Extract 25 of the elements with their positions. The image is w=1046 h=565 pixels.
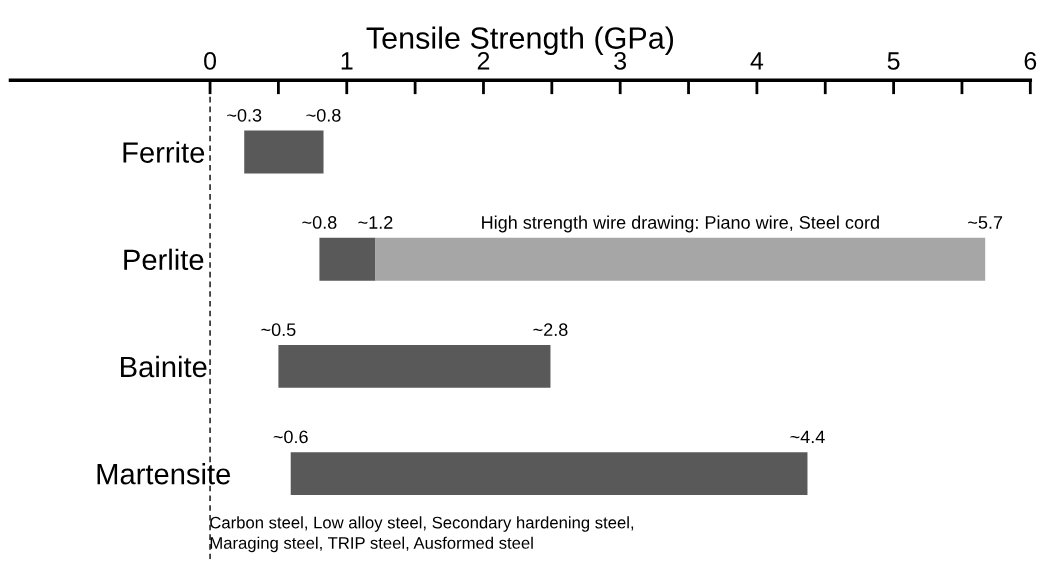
annotation: ~0.8 (306, 108, 341, 122)
y-tick-label: Perlite (124, 248, 204, 271)
x-tick-label: 6 (1024, 52, 1037, 70)
x-tick-label: 1 (341, 52, 353, 70)
x-tick-label: 0 (204, 52, 217, 70)
bar (375, 237, 986, 281)
x-tick-label: 4 (750, 52, 764, 70)
annotation: ~0.5 (261, 323, 296, 337)
y-tick-label: Martensite (97, 463, 231, 485)
annotation: ~0.3 (227, 108, 262, 122)
y-tick-label: Ferrite (123, 141, 205, 163)
bar (244, 130, 324, 174)
annotation: Carbon steel, Low alloy steel, Secondary hardening steel, Maraging steel, TRIP steel, Ausformed steel (210, 516, 634, 553)
annotation: ~5.7 (968, 216, 1003, 229)
x-tick-label: 5 (887, 52, 900, 70)
annotation: ~4.4 (790, 430, 825, 444)
annotation: ~0.6 (273, 430, 308, 444)
annotation: ~2.8 (533, 323, 568, 337)
bar (278, 344, 551, 388)
bar (319, 237, 376, 281)
annotation: ~0.8 (302, 216, 337, 229)
y-tick-label: Bainite (121, 355, 207, 378)
annotation: ~1.2 (358, 216, 393, 229)
bar (290, 452, 808, 496)
series-label: High strength wire drawing: Piano wire, Steel cord (482, 215, 879, 233)
